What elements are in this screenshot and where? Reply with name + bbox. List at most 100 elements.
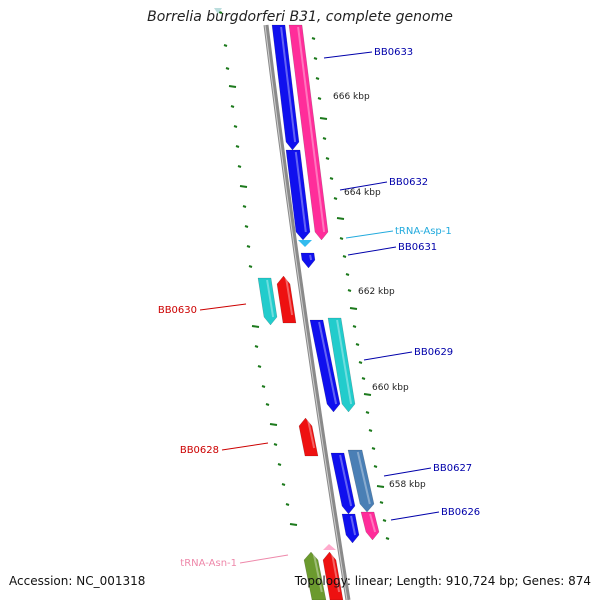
- tick-mark: [368, 429, 373, 432]
- leader-line-trna-asn-1: [239, 554, 289, 564]
- gene-bb0630-highlight: [285, 277, 294, 316]
- tick-mark: [225, 67, 230, 70]
- gene-bb0633-pink-highlight: [297, 26, 326, 233]
- tick-mark: [379, 501, 384, 504]
- tick-mark: [233, 125, 238, 128]
- gene-bb0630-cyan-highlight: [266, 279, 275, 318]
- tick-mark: [289, 523, 298, 526]
- leader-line-bb0633: [323, 51, 373, 59]
- kbp-label: 658 kbp: [389, 480, 426, 490]
- gene-label-bb0631[interactable]: BB0631: [398, 242, 437, 253]
- tick-mark: [329, 177, 334, 180]
- gene-red-bottom-highlight: [331, 553, 341, 593]
- gene-bb0629-highlight: [318, 321, 338, 405]
- tick-mark: [273, 443, 278, 446]
- gene-bb0633: [271, 24, 300, 151]
- gene-bb0627-highlight: [339, 454, 353, 507]
- tick-mark: [371, 447, 376, 450]
- tick-mark: [339, 237, 344, 240]
- gene-bb0632-highlight: [294, 151, 307, 233]
- tick-mark: [317, 97, 322, 100]
- tick-mark: [358, 361, 363, 364]
- tick-mark: [257, 365, 262, 368]
- gene-olive: [303, 551, 327, 600]
- gene-label-bb0633[interactable]: BB0633: [374, 47, 413, 58]
- genome-backbone: [263, 24, 351, 600]
- gene-bb0627: [330, 452, 356, 515]
- gene-bb0633-pink: [288, 24, 329, 241]
- tick-mark: [265, 403, 270, 406]
- tick-mark: [319, 117, 328, 120]
- leader-line-trna-asp-1: [345, 230, 394, 239]
- tick-mark: [363, 393, 372, 396]
- kbp-label: 666 kbp: [333, 92, 370, 102]
- gene-bb0629-cyan-highlight: [336, 319, 353, 405]
- tick-mark: [325, 157, 330, 160]
- leader-line-bb0630: [199, 303, 247, 311]
- tick-mark: [223, 44, 228, 47]
- tick-mark: [244, 225, 249, 228]
- top-feature-marker: [214, 8, 222, 14]
- gene-bb0626: [341, 513, 360, 544]
- tick-mark: [248, 265, 253, 268]
- leader-line-bb0627: [383, 467, 432, 477]
- gene-label-bb0626[interactable]: BB0626: [441, 507, 480, 518]
- topology-summary: Topology: linear; Length: 910,724 bp; Ge…: [294, 574, 591, 588]
- gene-bb0626-pink: [360, 511, 380, 541]
- tick-mark: [365, 411, 370, 414]
- kbp-label: 662 kbp: [358, 287, 395, 297]
- tick-mark: [347, 289, 352, 292]
- kbp-ruler: 666 kbp 664 kbp 662 kbp 660 kbp 658 kbp: [333, 92, 426, 490]
- gene-bb0631-highlight: [309, 254, 313, 261]
- tick-mark: [242, 205, 247, 208]
- tick-mark: [237, 165, 242, 168]
- tick-mark: [285, 503, 290, 506]
- tick-mark: [345, 273, 350, 276]
- gene-bb0626-highlight: [350, 515, 357, 536]
- map-title: Borrelia burgdorferi B31, complete genom…: [147, 9, 453, 25]
- tick-mark: [349, 307, 358, 310]
- leader-line-bb0629: [363, 351, 413, 361]
- genome-backbone-highlight: [264, 24, 348, 600]
- gene-bb0627-steel-highlight: [356, 451, 371, 505]
- gene-label-trna-asn-1[interactable]: tRNA-Asn-1: [180, 558, 237, 569]
- kbp-label: 664 kbp: [344, 188, 381, 198]
- tick-mark: [281, 483, 286, 486]
- gene-label-bb0628[interactable]: BB0628: [180, 445, 219, 456]
- gene-red-bottom: [322, 551, 344, 600]
- gene-bb0629-cyan: [327, 317, 356, 413]
- tick-mark: [385, 537, 390, 540]
- gene-bb0629: [309, 319, 341, 413]
- tick-mark: [254, 345, 259, 348]
- tick-mark: [277, 463, 282, 466]
- tick-mark: [333, 197, 338, 200]
- gene-label-bb0629[interactable]: BB0629: [414, 347, 453, 358]
- tick-mark: [352, 325, 357, 328]
- gene-label-bb0630[interactable]: BB0630: [158, 305, 197, 316]
- accession-label: Accession: NC_001318: [9, 574, 146, 588]
- tick-mark: [376, 485, 385, 488]
- leader-line-bb0632: [339, 181, 388, 191]
- gene-bb0628: [298, 417, 319, 457]
- gene-label-bb0627[interactable]: BB0627: [433, 463, 472, 474]
- tick-mark: [228, 85, 237, 88]
- leader-line-bb0631: [347, 246, 397, 256]
- kbp-label: 660 kbp: [372, 383, 409, 393]
- trna-asp-marker: [298, 240, 312, 247]
- gene-bb0628-highlight: [307, 419, 316, 449]
- tick-mark: [355, 343, 360, 346]
- leader-line-bb0626: [390, 511, 440, 521]
- tick-mark: [218, 11, 223, 14]
- gene-label-bb0632[interactable]: BB0632: [389, 177, 428, 188]
- tick-marks: [218, 11, 390, 540]
- tick-mark: [311, 37, 316, 40]
- tick-mark: [251, 325, 260, 328]
- tick-mark: [322, 137, 327, 140]
- tick-mark: [342, 255, 347, 258]
- tick-mark: [336, 217, 345, 220]
- tick-mark: [235, 145, 240, 148]
- gene-labels: BB0633 BB0632 tRNA-Asp-1 BB0631 BB0630 BB0629…: [158, 47, 480, 569]
- gene-label-trna-asp-1[interactable]: tRNA-Asp-1: [395, 226, 452, 237]
- gene-features: [214, 8, 380, 600]
